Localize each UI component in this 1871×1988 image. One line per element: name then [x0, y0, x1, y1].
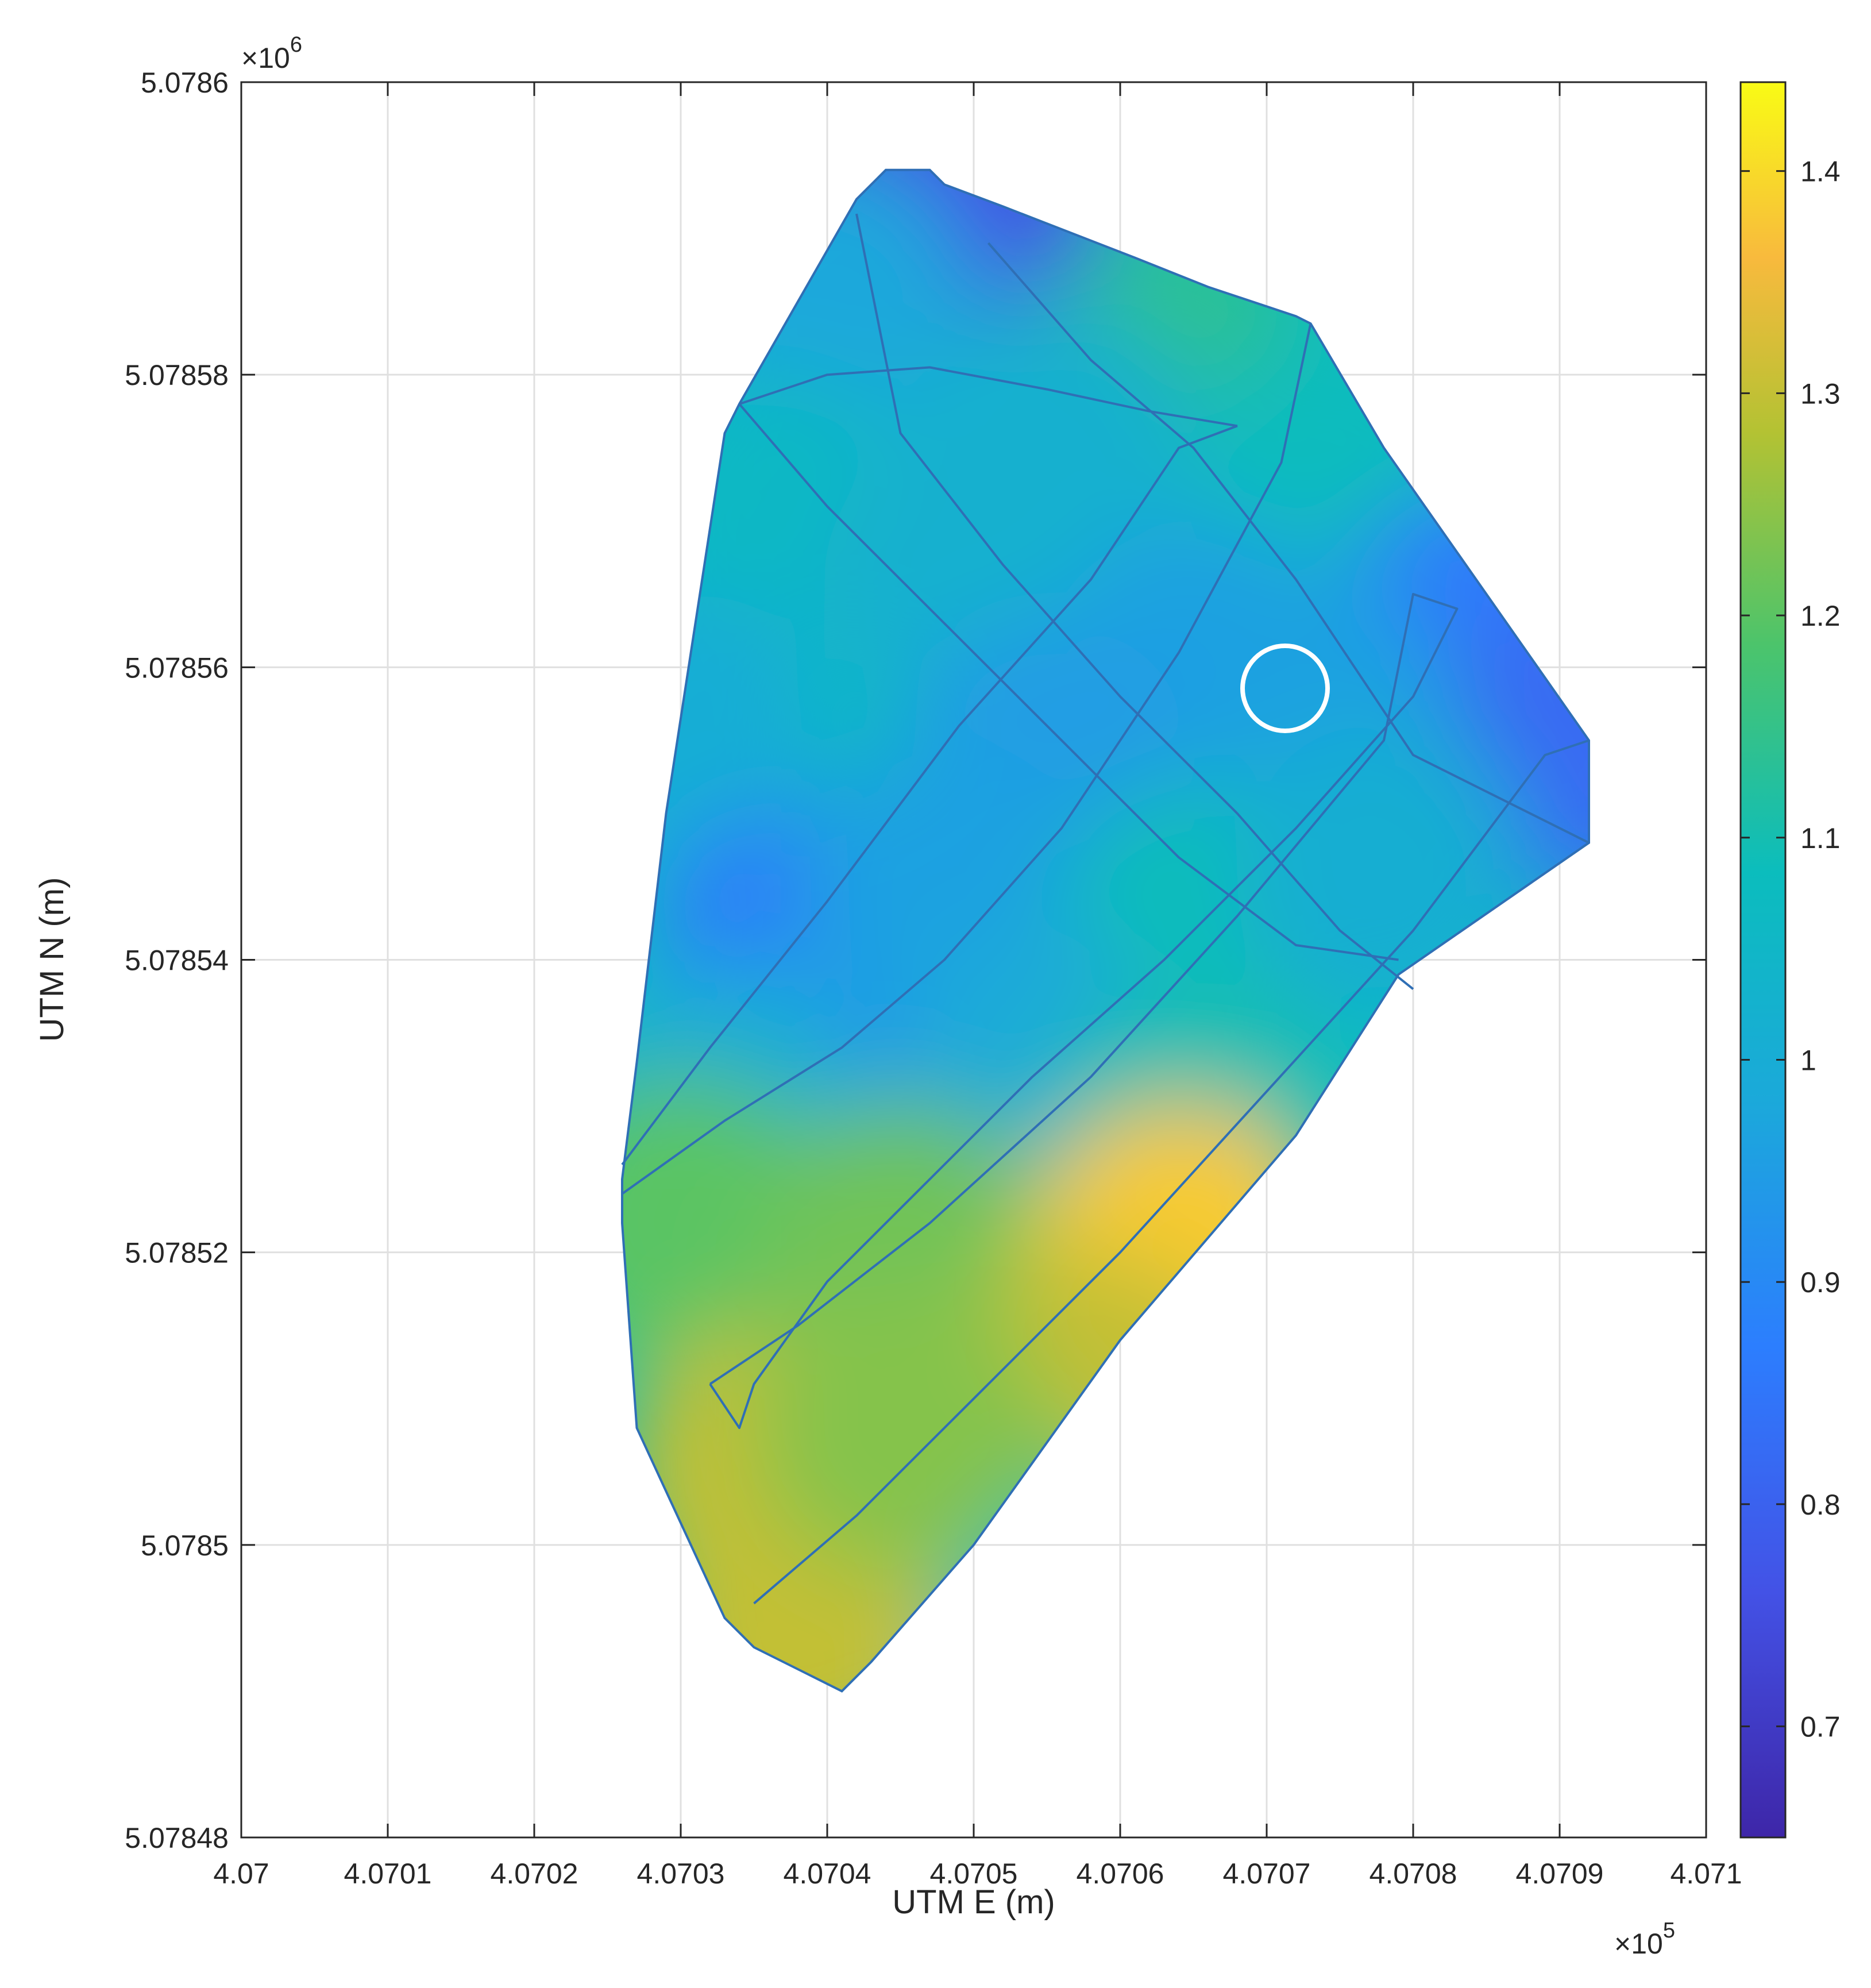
- track-line: [621, 323, 1312, 1195]
- y-axis-label: UTM N (m): [33, 877, 71, 1042]
- track-line: [621, 425, 1238, 1166]
- track-line: [987, 242, 1590, 844]
- plot-area: 4.07 4.0701 4.0702 4.0703 4.0704 4.0705 4.0706…: [125, 67, 1742, 1890]
- y-tick-label: 5.07854: [125, 945, 229, 977]
- colorbar-tick-label: 1.4: [1800, 156, 1841, 188]
- y-tick-label: 5.07848: [125, 1822, 229, 1854]
- colorbar-tick-label: 1: [1800, 1045, 1816, 1077]
- y-tick-label: 5.0786: [141, 67, 229, 99]
- highlight-circle-marker: [1240, 644, 1330, 733]
- x-tick-label: 4.0709: [1516, 1858, 1604, 1890]
- x-tick-label: 4.0707: [1223, 1858, 1311, 1890]
- x-axis-label: UTM E (m): [892, 1883, 1055, 1921]
- y-tick-label: 5.07852: [125, 1237, 229, 1269]
- x-tick-label: 4.0702: [491, 1858, 578, 1890]
- x-exponent-label: ×105: [1614, 1918, 1675, 1960]
- colorbar-tick-label: 1.2: [1800, 600, 1841, 632]
- x-tick-label: 4.0706: [1077, 1858, 1164, 1890]
- track-line: [855, 213, 1414, 990]
- x-tick-label: 4.0703: [637, 1858, 725, 1890]
- colorbar-ticks: 0.7 0.8 0.9 1 1.1 1.2 1.3 1.4: [1741, 156, 1841, 1743]
- gps-tracks: [621, 213, 1590, 1605]
- track-line: [738, 403, 1399, 961]
- field-boundary-track: [621, 168, 1590, 1693]
- heatmap-sample: [622, 1073, 830, 1373]
- y-tick-label: 5.0785: [141, 1529, 229, 1562]
- heatmap-sample: [622, 591, 830, 890]
- colorbar-tick-label: 1.3: [1800, 377, 1841, 410]
- heatmap-sample: [751, 1278, 1050, 1578]
- y-axis-ticks: 5.07848 5.0785 5.07852 5.07854 5.07856 5.0785…: [125, 67, 1706, 1854]
- colorbar-tick-label: 0.8: [1800, 1489, 1841, 1521]
- colorbar: 0.7 0.8 0.9 1 1.1 1.2 1.3 1.4: [1739, 81, 1841, 1839]
- track-line: [709, 593, 1459, 1430]
- y-exponent-label: ×106: [241, 33, 302, 74]
- y-tick-label: 5.07858: [125, 359, 229, 391]
- x-tick-label: 4.0704: [784, 1858, 871, 1890]
- track-line: [739, 366, 1238, 427]
- y-tick-label: 5.07856: [125, 652, 229, 684]
- x-tick-label: 4.071: [1670, 1858, 1742, 1890]
- colorbar-tick-label: 0.9: [1800, 1266, 1841, 1299]
- colorbar-tick-label: 1.1: [1800, 822, 1841, 854]
- x-tick-label: 4.0701: [344, 1858, 432, 1890]
- x-tick-label: 4.07: [213, 1858, 269, 1890]
- colorbar-gradient: [1739, 81, 1787, 1839]
- x-axis-ticks: 4.07 4.0701 4.0702 4.0703 4.0704 4.0705 4.0706…: [213, 82, 1742, 1890]
- colorbar-tick-label: 0.7: [1800, 1711, 1841, 1743]
- x-tick-label: 4.0705: [930, 1858, 1018, 1890]
- x-tick-label: 4.0708: [1370, 1858, 1457, 1890]
- track-line: [753, 739, 1590, 1605]
